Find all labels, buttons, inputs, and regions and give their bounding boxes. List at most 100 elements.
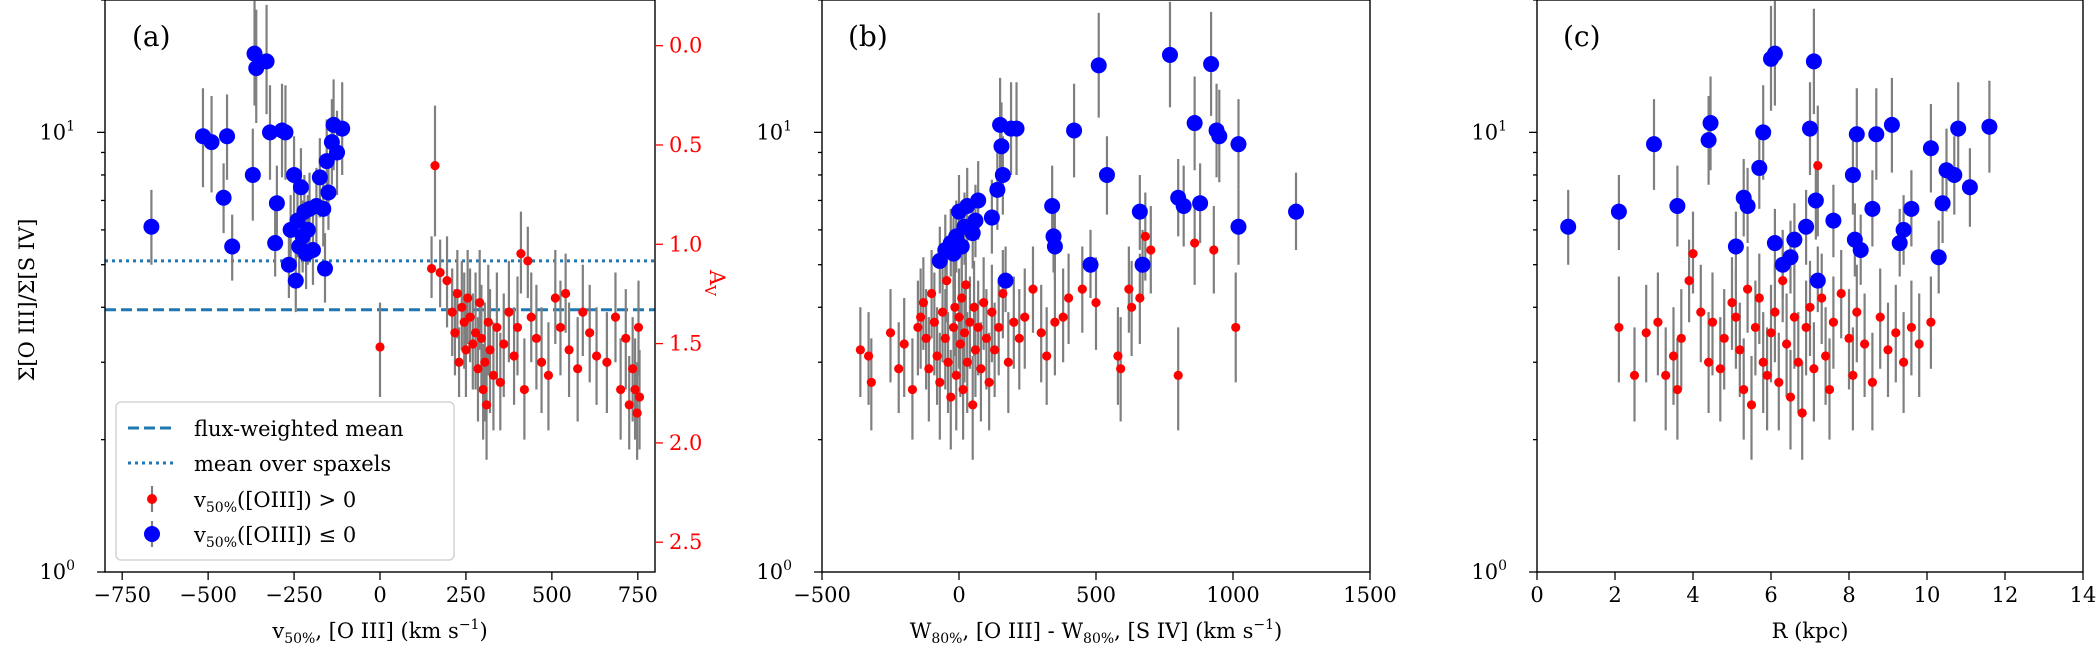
data-point-pos [483,317,493,327]
data-point-pos [1782,339,1792,349]
data-point-pos [1743,284,1753,294]
data-point-neg [203,134,220,151]
data-point-pos [1127,302,1137,312]
data-point-pos [454,357,464,367]
x-tick-label: −250 [265,583,323,607]
data-point-pos [979,297,989,308]
data-point-pos [969,302,979,312]
panel-a: −750 −500 −250 0 250 500 750 100 101 0.0 0.5 1.0 1… [39,0,729,647]
data-point-neg [1852,242,1869,259]
data-point-pos [634,392,645,402]
data-point-pos [488,370,499,381]
data-point-neg [224,238,241,255]
data-point-pos [481,400,492,410]
data-point-neg [1807,192,1824,209]
data-point-neg [1802,120,1818,137]
data-point-pos [866,377,876,387]
data-point-neg [280,256,297,273]
data-point-pos [492,322,502,333]
data-point-pos [1828,317,1838,327]
data-point-pos [1028,284,1038,294]
data-point-pos [968,400,978,410]
panel-b-xlabel: W80%, [O III] - W80%, [S IV] (km s−1) [910,617,1282,647]
data-point-neg [1981,118,1998,135]
data-point-neg [983,209,1000,226]
data-point-pos [1719,333,1729,343]
data-point-pos [932,351,942,361]
x-tick-label: 12 [1992,583,2019,607]
data-point-neg [277,124,294,141]
data-point-pos [954,312,964,322]
data-point-neg [1211,128,1228,145]
data-point-neg [1727,238,1744,255]
data-point-neg [1848,126,1865,143]
data-point-pos [1817,293,1827,303]
data-point-neg [219,128,236,145]
data-point-pos [1793,357,1803,367]
data-point-pos [1641,328,1651,338]
data-point-pos [450,328,460,338]
data-point-neg [1805,53,1822,70]
data-point-pos [1778,276,1788,286]
data-point-pos [1135,293,1145,303]
data-point-neg [1755,124,1772,141]
legend-pos-marker [147,494,157,504]
data-point-pos [942,276,952,286]
data-point-pos [485,345,495,355]
data-point-pos [1774,377,1784,387]
data-point-pos [602,357,612,367]
data-point-neg [1930,249,1947,266]
data-point-pos [965,317,975,327]
data-point-pos [970,345,981,355]
data-point-pos [1824,384,1835,395]
data-point-pos [943,357,953,367]
data-point-pos [899,339,909,349]
data-point-pos [1231,322,1241,333]
data-point-neg [299,221,316,238]
x-tick-label: 14 [2070,583,2097,607]
x-tick-label: 2 [1608,583,1621,607]
y-tick-label: 101 [1471,118,1507,144]
data-point-pos [476,333,487,343]
data-point-pos [948,322,959,333]
data-point-neg [970,192,987,209]
data-point-pos [499,339,509,349]
data-point-neg [1090,57,1107,74]
data-point-pos [509,351,519,361]
data-point-pos [1750,322,1760,333]
data-point-pos [1762,370,1772,381]
data-point-pos [1146,245,1156,255]
y-tick-label: 100 [39,558,75,584]
data-point-pos [561,288,571,299]
data-point-pos [1852,307,1862,317]
data-point-neg [1669,197,1686,214]
x-tick-label: 0 [373,583,386,607]
data-point-neg [1230,218,1247,235]
data-point-neg [1560,218,1577,235]
data-point-pos [463,293,473,303]
data-point-pos [1836,288,1846,299]
x-tick-label: 10 [1914,583,1941,607]
data-point-neg [1946,166,1963,183]
x-tick-label: 1000 [1206,583,1259,607]
x-tick-label: 750 [618,583,658,607]
data-point-neg [1098,166,1115,183]
data-point-pos [1797,408,1807,418]
data-point-pos [632,408,642,418]
panel-c-xlabel: R (kpc) [1772,619,1849,643]
data-point-pos [1140,231,1150,241]
data-point-pos [1661,370,1671,381]
data-point-pos [1813,161,1823,171]
data-point-pos [550,293,560,303]
data-point-pos [447,307,457,317]
data-point-pos [937,307,948,317]
data-point-pos [504,307,514,317]
data-point-pos [585,328,595,338]
panel-b-letter: (b) [848,20,888,53]
data-point-neg [1891,235,1908,252]
data-point-pos [1758,357,1768,367]
data-point-neg [334,120,351,137]
data-point-neg [1203,56,1220,73]
data-point-pos [894,364,904,374]
data-point-neg [1134,256,1151,273]
